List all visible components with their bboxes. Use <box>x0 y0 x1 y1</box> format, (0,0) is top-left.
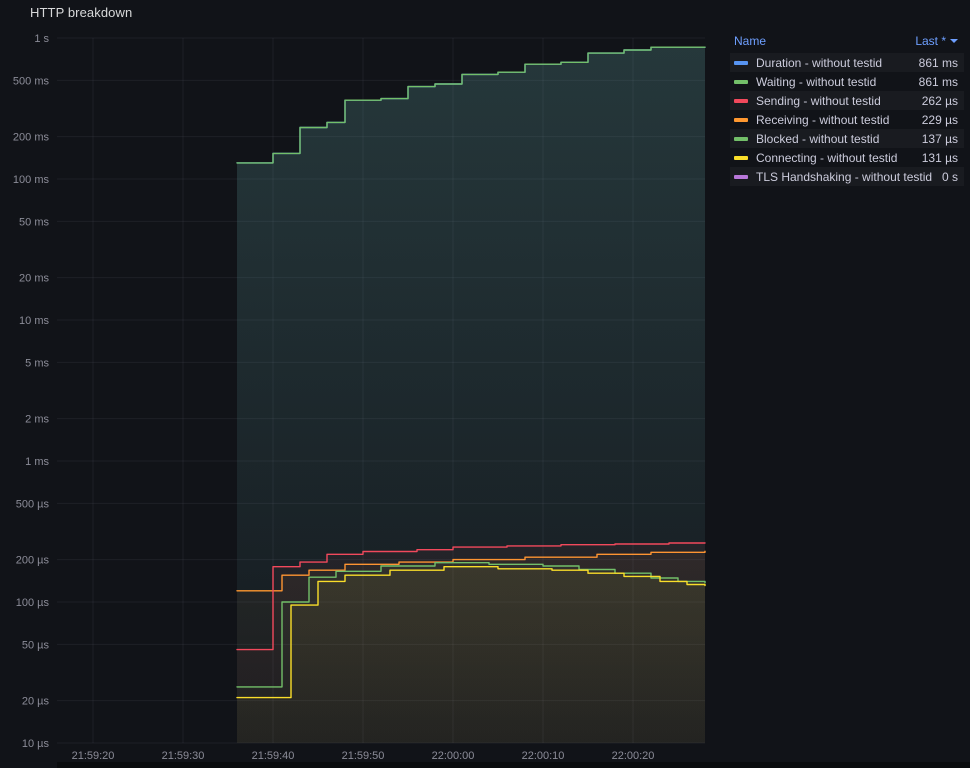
series-line <box>236 542 706 651</box>
y-axis-tick-label: 10 µs <box>22 738 50 750</box>
series-color-swatch <box>734 98 748 103</box>
sort-descending-icon <box>950 39 958 43</box>
legend-row[interactable]: Blocked - without testid 137 µs <box>730 129 964 148</box>
y-axis-tick-label: 10 ms <box>19 315 49 327</box>
series-group <box>236 46 706 743</box>
legend-series-value: 0 s <box>941 169 958 184</box>
legend-column-last-label: Last * <box>915 34 946 48</box>
series-color-swatch <box>734 60 748 65</box>
legend-series-value: 861 ms <box>918 74 958 89</box>
legend-series-label[interactable]: Waiting - without testid <box>756 74 877 89</box>
legend-series-label[interactable]: Blocked - without testid <box>756 131 880 146</box>
x-axis-tick-label: 21:59:40 <box>252 750 295 762</box>
legend-row[interactable]: Connecting - without testid 131 µs <box>730 148 964 167</box>
series-color-swatch <box>734 79 748 84</box>
y-axis-tick-label: 200 ms <box>13 132 50 144</box>
x-axis-tick-label: 21:59:20 <box>72 750 115 762</box>
legend-row[interactable]: Sending - without testid 262 µs <box>730 91 964 110</box>
legend-row[interactable]: Waiting - without testid 861 ms <box>730 72 964 91</box>
series-area <box>237 566 705 743</box>
y-axis-tick-label: 100 ms <box>13 174 50 186</box>
legend-series-label[interactable]: Connecting - without testid <box>756 150 898 165</box>
series-color-swatch <box>734 174 748 179</box>
series-color-swatch <box>734 155 748 160</box>
legend-series-value: 131 µs <box>921 150 958 165</box>
legend-table: Name Last * Duration - without testid 861… <box>730 32 964 186</box>
y-axis-tick-label: 100 µs <box>16 597 50 609</box>
legend-column-name[interactable]: Name <box>734 34 766 48</box>
legend-series-value: 229 µs <box>921 112 958 127</box>
legend-column-last[interactable]: Last * <box>915 34 958 48</box>
x-axis-tick-label: 22:00:10 <box>522 750 565 762</box>
y-axis-tick-label: 1 ms <box>25 456 49 468</box>
axes: 1 s 500 ms 200 ms 100 ms 50 ms 20 ms 10 ms 5 ms… <box>13 33 654 762</box>
x-axis-tick-label: 21:59:50 <box>342 750 385 762</box>
y-axis-tick-label: 500 ms <box>13 75 50 87</box>
x-axis-tick-label: 21:59:30 <box>162 750 205 762</box>
legend-series-label[interactable]: Duration - without testid <box>756 55 883 70</box>
legend-series-label[interactable]: Receiving - without testid <box>756 112 890 127</box>
legend-row[interactable]: Duration - without testid 861 ms <box>730 53 964 72</box>
y-axis-tick-label: 20 µs <box>22 696 50 708</box>
legend-series-value: 137 µs <box>921 131 958 146</box>
y-axis-tick-label: 1 s <box>34 33 49 45</box>
legend-series-label[interactable]: TLS Handshaking - without testid <box>756 169 933 184</box>
legend-rows: Duration - without testid 861 ms Waiting -… <box>730 53 964 186</box>
legend-series-value: 861 ms <box>918 55 958 70</box>
y-axis-tick-label: 2 ms <box>25 414 49 426</box>
y-axis-tick-label: 20 ms <box>19 273 49 285</box>
legend-series-value: 262 µs <box>921 93 958 108</box>
x-axis-tick-label: 22:00:00 <box>432 750 475 762</box>
legend-column-name-label: Name <box>734 34 767 48</box>
panel-title[interactable]: HTTP breakdown <box>30 5 133 20</box>
series-color-swatch <box>734 136 748 141</box>
panel-bottom-edge <box>57 762 970 768</box>
legend-row[interactable]: TLS Handshaking - without testid 0 s <box>730 167 964 186</box>
legend-header: Name Last * <box>730 32 964 53</box>
y-axis-tick-label: 50 ms <box>19 216 49 228</box>
y-axis-tick-label: 5 ms <box>25 357 49 369</box>
y-axis-tick-label: 200 µs <box>16 555 50 567</box>
legend-series-label[interactable]: Sending - without testid <box>756 93 881 108</box>
y-axis-tick-label: 50 µs <box>22 639 50 651</box>
time-series-chart[interactable]: 1 s 500 ms 200 ms 100 ms 50 ms 20 ms 10 ms 5 ms… <box>0 0 720 768</box>
series-line <box>236 566 706 699</box>
legend-row[interactable]: Receiving - without testid 229 µs <box>730 110 964 129</box>
series-line <box>236 46 706 164</box>
series-color-swatch <box>734 117 748 122</box>
x-axis-tick-label: 22:00:20 <box>612 750 655 762</box>
y-axis-tick-label: 500 µs <box>16 498 50 510</box>
